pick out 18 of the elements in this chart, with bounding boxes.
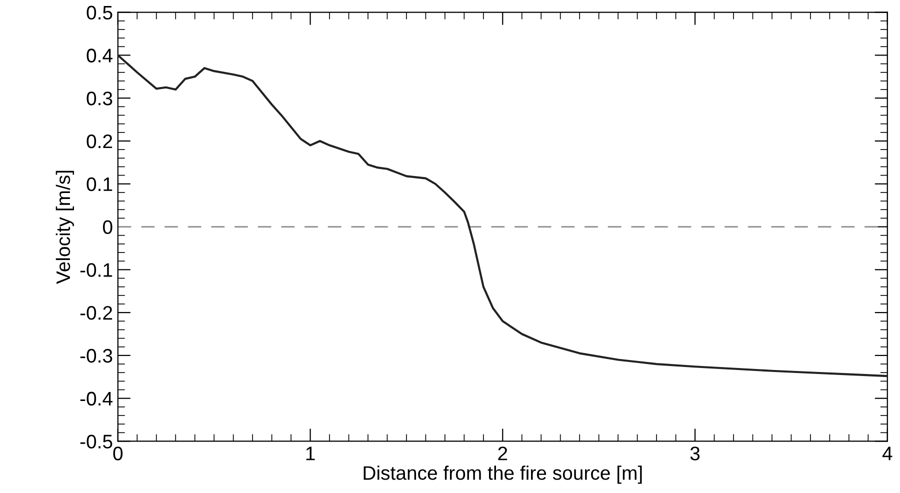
x-tick-label: 1 (306, 446, 315, 460)
y-tick-label: 0 (102, 220, 112, 234)
y-tick-label: 0.4 (86, 48, 112, 62)
y-tick-label: -0.3 (80, 348, 112, 363)
y-tick-label: 0.1 (86, 177, 112, 192)
x-tick-label: 3 (690, 446, 700, 460)
y-tick-label: -0.4 (80, 392, 112, 406)
x-tick-label: 2 (498, 446, 508, 460)
y-tick-label: 0.5 (86, 6, 112, 20)
x-axis-title: Distance from the fire source [m] (364, 466, 642, 484)
y-axis-title: Velocity [m/s] (56, 170, 74, 284)
y-tick-label: -0.5 (80, 434, 112, 448)
y-tick-label: 0.2 (86, 134, 112, 148)
x-tick-label: 4 (882, 446, 892, 460)
y-tick-label: -0.2 (80, 306, 112, 320)
y-tick-label: 0.3 (86, 92, 112, 106)
y-tick-label: -0.1 (80, 263, 112, 277)
x-tick-label: 0 (113, 446, 123, 460)
